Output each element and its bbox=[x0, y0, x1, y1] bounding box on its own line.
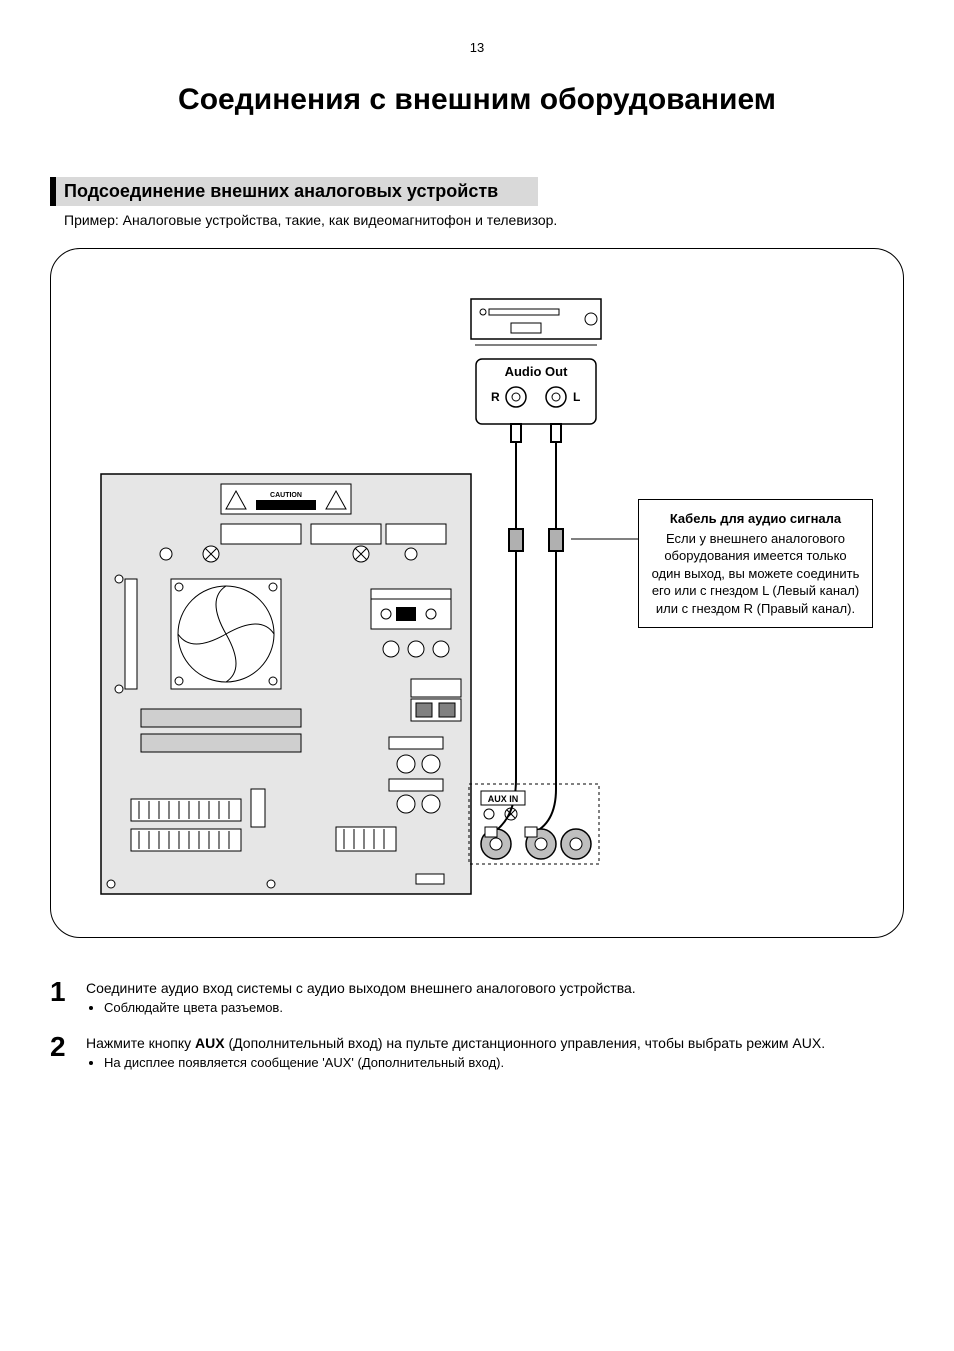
step-number: 1 bbox=[50, 978, 86, 1006]
step-text-bold: AUX bbox=[195, 1035, 225, 1051]
step-text-after: (Дополнительный вход) на пульте дистанци… bbox=[225, 1035, 825, 1051]
audio-out-panel: Audio Out R L bbox=[476, 359, 596, 424]
step-body: Соедините аудио вход системы с аудио вых… bbox=[86, 978, 636, 1015]
rca-r-label: R bbox=[491, 390, 500, 404]
rca-l-label: L bbox=[573, 390, 580, 404]
step-bullet: На дисплее появляется сообщение 'AUX' (Д… bbox=[104, 1055, 825, 1070]
callout-body: Если у внешнего аналогового оборудования… bbox=[651, 530, 860, 618]
section-subtext: Пример: Аналоговые устройства, такие, ка… bbox=[64, 212, 904, 228]
connection-diagram: Audio Out R L bbox=[50, 248, 904, 938]
main-unit-rear: CAUTION bbox=[101, 474, 471, 894]
section-header: Подсоединение внешних аналоговых устройс… bbox=[50, 177, 538, 206]
step-2: 2 Нажмите кнопку AUX (Дополнительный вхо… bbox=[50, 1033, 904, 1070]
steps-list: 1 Соедините аудио вход системы с аудио в… bbox=[50, 978, 904, 1070]
step-body: Нажмите кнопку AUX (Дополнительный вход)… bbox=[86, 1033, 825, 1070]
aux-in-detail: AUX IN bbox=[469, 784, 599, 864]
step-number: 2 bbox=[50, 1033, 86, 1061]
step-text: Соедините аудио вход системы с аудио вых… bbox=[86, 980, 636, 996]
cable-plugs bbox=[485, 827, 537, 837]
audio-cables bbox=[491, 424, 563, 834]
callout-title: Кабель для аудио сигнала bbox=[651, 510, 860, 528]
page-number: 13 bbox=[50, 40, 904, 55]
main-title: Соединения с внешним оборудованием bbox=[50, 83, 904, 117]
step-1: 1 Соедините аудио вход системы с аудио в… bbox=[50, 978, 904, 1015]
audio-out-label: Audio Out bbox=[505, 364, 568, 379]
section-header-wrap: Подсоединение внешних аналоговых устройс… bbox=[50, 177, 904, 206]
audio-cable-callout: Кабель для аудио сигнала Если у внешнего… bbox=[638, 499, 873, 628]
step-bullet: Соблюдайте цвета разъемов. bbox=[104, 1000, 636, 1015]
source-device-icon bbox=[471, 299, 601, 345]
step-text-before: Нажмите кнопку bbox=[86, 1035, 195, 1051]
aux-in-label: AUX IN bbox=[488, 794, 519, 804]
caution-label: CAUTION bbox=[270, 492, 302, 499]
